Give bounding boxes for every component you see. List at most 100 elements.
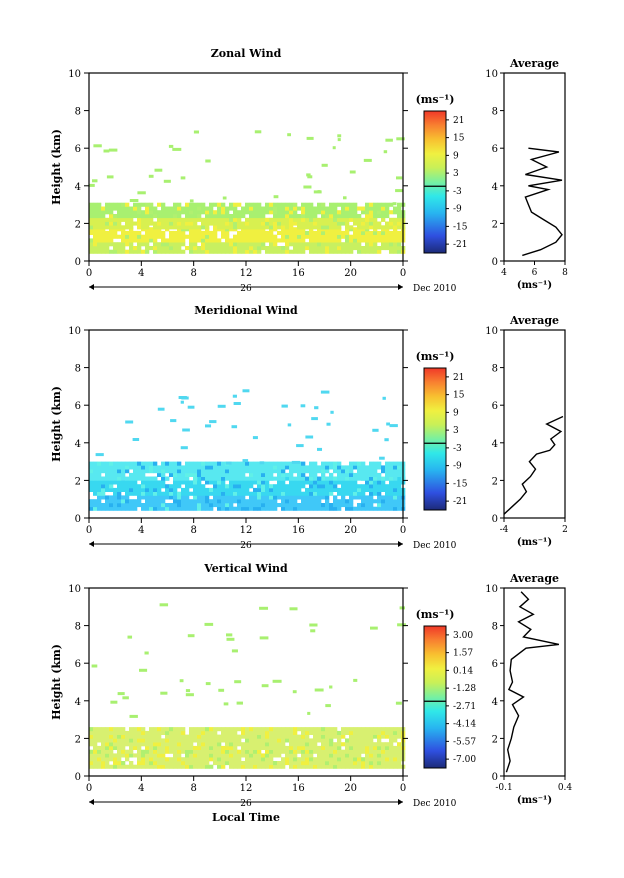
heatmap-cell <box>353 487 358 492</box>
heatmap-cell <box>389 757 394 762</box>
heatmap-cell <box>141 749 146 754</box>
heatmap-cell <box>265 506 270 511</box>
heatmap-cell <box>289 753 294 758</box>
heatmap-cell <box>97 506 102 511</box>
heatmap-cell <box>177 730 182 735</box>
heatmap-cell <box>341 742 346 747</box>
heatmap-cell <box>221 506 226 511</box>
heatmap-cell <box>301 249 306 254</box>
heatmap-cell <box>105 206 110 211</box>
colorbar-tick-label: 1.57 <box>453 649 473 659</box>
heatmap-cell <box>281 234 286 239</box>
heatmap-cell <box>157 506 162 511</box>
heatmap-cell <box>89 742 94 747</box>
heatmap-cell <box>269 242 274 247</box>
heatmap-cell <box>101 249 106 254</box>
heatmap-cell <box>363 158 372 162</box>
heatmap-cell <box>197 738 202 743</box>
heatmap-cell <box>365 742 370 747</box>
heatmap-cell <box>117 487 122 492</box>
heatmap-cell <box>249 202 254 207</box>
heatmap-cell <box>373 499 378 504</box>
heatmap-cell <box>213 238 218 243</box>
average-y-tick-label: 0 <box>492 772 498 783</box>
heatmap-cell <box>133 503 138 508</box>
heatmap-cell <box>309 495 314 500</box>
heatmap-cell <box>197 238 202 243</box>
heatmap-cell <box>229 506 234 511</box>
heatmap-cell <box>353 472 358 477</box>
heatmap-cell <box>353 734 358 739</box>
heatmap-cell <box>369 217 374 222</box>
heatmap-cell <box>249 491 254 496</box>
heatmap-cell <box>197 749 202 754</box>
heatmap-cell <box>309 506 314 511</box>
heatmap-cell <box>233 214 238 219</box>
heatmap-cell <box>257 461 262 466</box>
heatmap-cell <box>225 503 230 508</box>
heatmap-cell <box>113 242 118 247</box>
x-tick-label: 0 <box>86 525 92 536</box>
heatmap-cell <box>221 480 226 485</box>
heatmap-cell <box>169 238 174 243</box>
heatmap-cell <box>233 727 238 732</box>
heatmap-cell <box>101 238 106 243</box>
heatmap-cell <box>257 210 262 215</box>
heatmap-cell <box>181 506 186 511</box>
heatmap-cell <box>329 476 334 481</box>
heatmap-cells <box>89 603 406 769</box>
heatmap-cell <box>253 472 258 477</box>
heatmap-cell <box>201 495 206 500</box>
heatmap-cell <box>153 506 158 511</box>
heatmap-cell <box>301 461 306 466</box>
heatmap-cell <box>301 730 306 735</box>
heatmap-cell <box>309 214 314 219</box>
colorbar <box>423 110 447 254</box>
heatmap-cell <box>233 242 238 247</box>
heatmap-cell <box>326 422 331 426</box>
heatmap-cell <box>332 146 336 150</box>
heatmap-cell <box>353 484 358 489</box>
heatmap-cell <box>117 465 122 470</box>
heatmap-cell <box>377 214 382 219</box>
heatmap-cell <box>337 742 342 747</box>
heatmap-cell <box>325 495 330 500</box>
heatmap-cell <box>245 745 250 750</box>
average-y-tick-label: 8 <box>492 364 498 375</box>
heatmap-cell <box>101 469 106 474</box>
heatmap-cell <box>277 210 282 215</box>
heatmap-cell <box>317 238 322 243</box>
heatmap-cell <box>357 225 362 230</box>
heatmap-cell <box>133 476 138 481</box>
heatmap-cell <box>225 476 230 481</box>
heatmap-cell <box>113 234 118 239</box>
heatmap-cell <box>293 227 298 232</box>
heatmap-cell <box>329 753 334 758</box>
heatmap-cell <box>121 484 126 489</box>
heatmap-cell <box>181 249 186 254</box>
heatmap-cell <box>317 503 322 508</box>
colorbar-unit: (ms⁻¹) <box>416 350 455 363</box>
heatmap-cell <box>201 757 206 762</box>
heatmap-cell <box>261 217 266 222</box>
heatmap-cell <box>229 238 234 243</box>
heatmap-cell <box>357 465 362 470</box>
heatmap-cell <box>241 495 246 500</box>
heatmap-cell <box>125 495 130 500</box>
heatmap-cell <box>265 472 270 477</box>
x-tick-label: 16 <box>292 268 305 279</box>
heatmap-cell <box>273 506 278 511</box>
heatmap-cell <box>173 214 178 219</box>
heatmap-cell <box>377 757 382 762</box>
heatmap-cell <box>205 242 210 247</box>
heatmap-cell <box>101 234 106 239</box>
heatmap-cell <box>381 745 386 750</box>
heatmap-cell <box>209 217 214 222</box>
heatmap-cell <box>341 749 346 754</box>
heatmap-cell <box>373 214 378 219</box>
heatmap-cell <box>253 757 258 762</box>
heatmap-cell <box>349 506 354 511</box>
heatmap-cell <box>161 246 166 251</box>
heatmap-cell <box>305 480 310 485</box>
heatmap-cell <box>285 734 290 739</box>
